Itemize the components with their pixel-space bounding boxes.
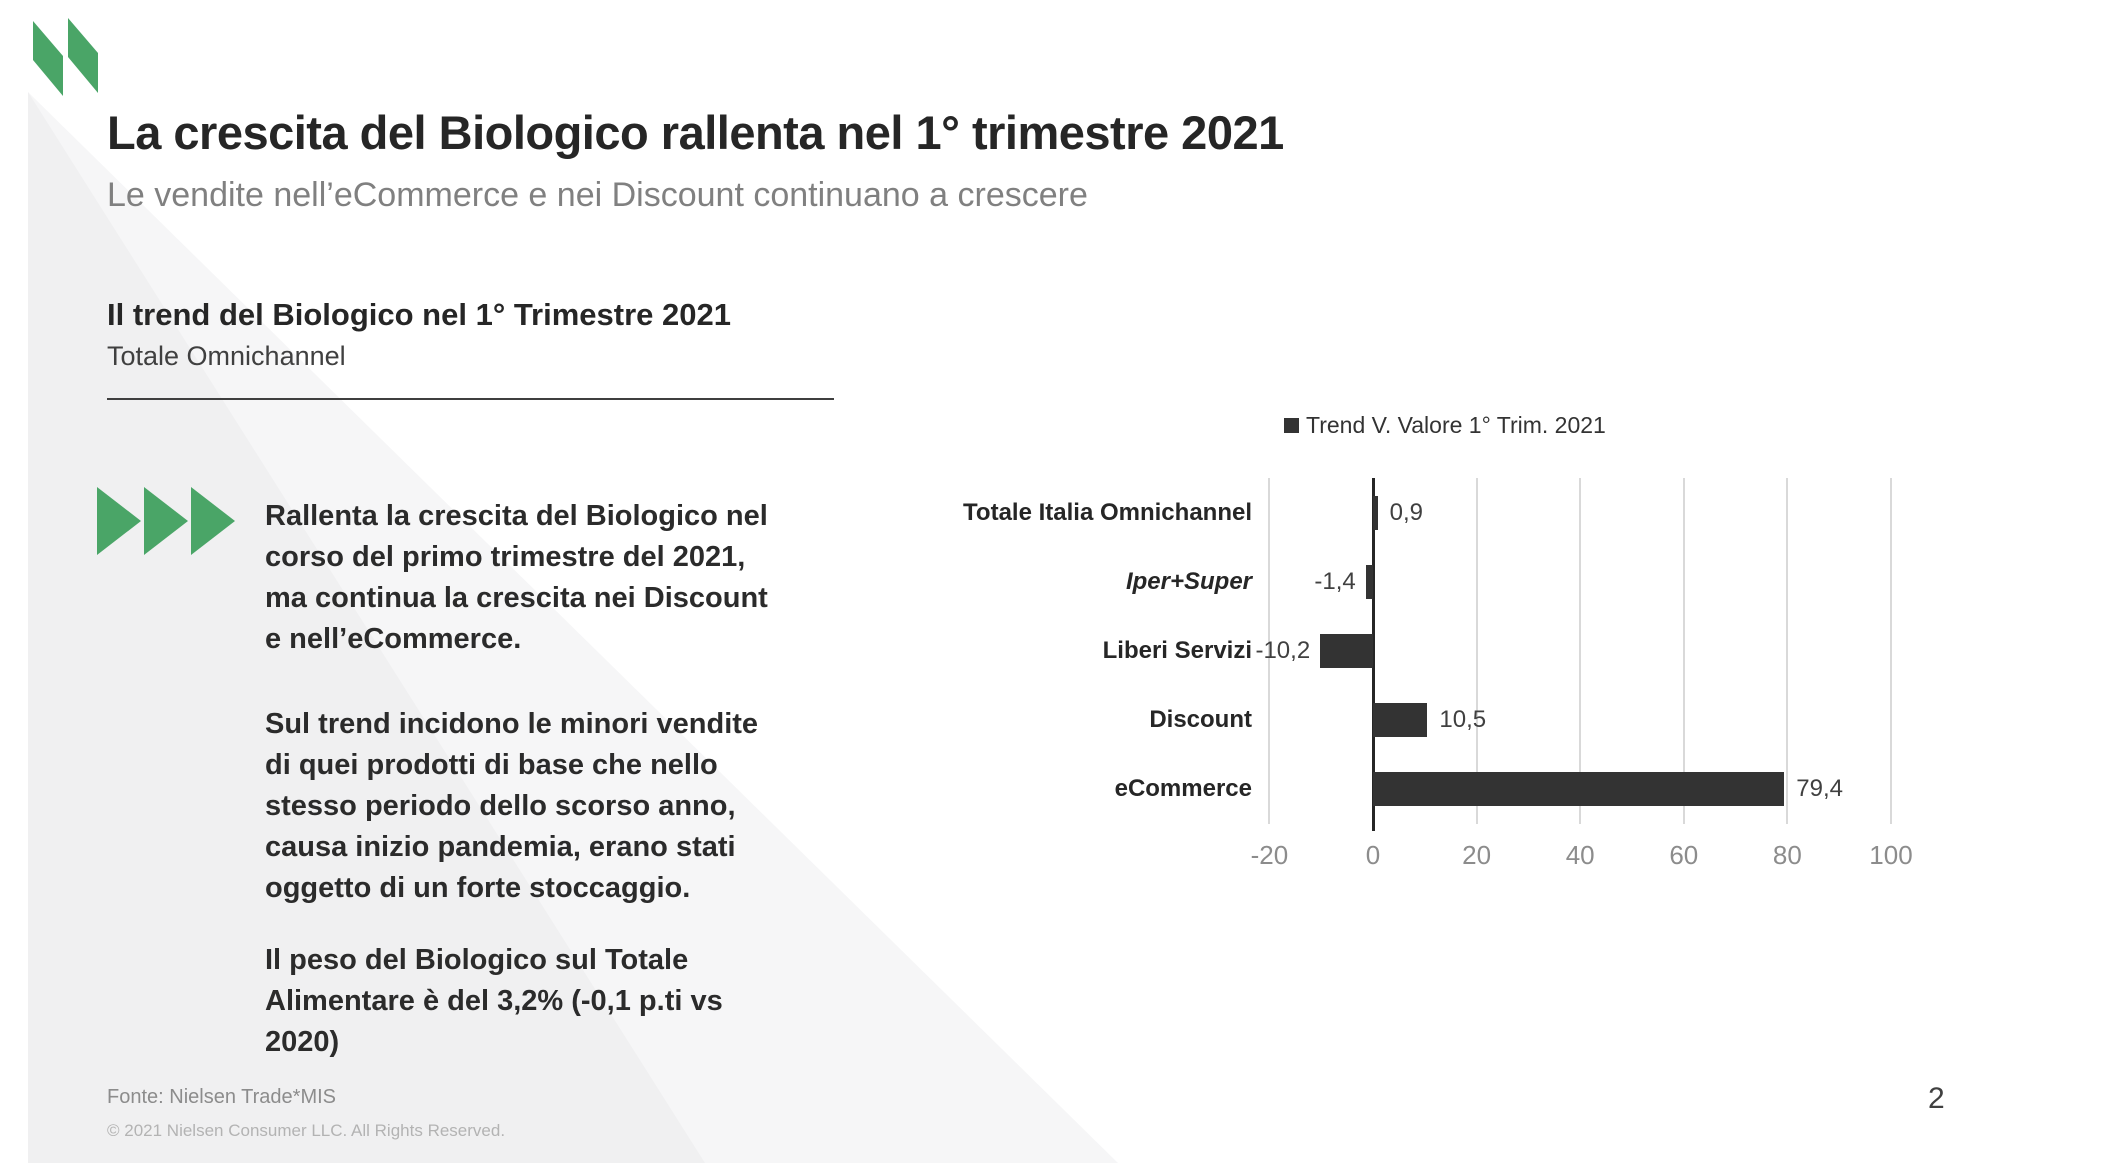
footer-source: Fonte: Nielsen Trade*MIS <box>107 1086 336 1108</box>
section-divider-line <box>107 398 834 400</box>
footer-copyright: © 2021 Nielsen Consumer LLC. All Rights … <box>107 1121 506 1140</box>
chart-gridline <box>1786 478 1789 824</box>
chart-gridline <box>1268 478 1271 824</box>
chart-bar-value-label: -1,4 <box>1314 567 1356 595</box>
legend-marker-icon <box>1284 418 1299 433</box>
chart-bar-value-label: 0,9 <box>1389 498 1424 526</box>
chart-gridline <box>1890 478 1892 824</box>
chevron-right-icons <box>97 487 242 555</box>
nielsen-logo-mark-icon <box>28 14 102 102</box>
legend-label: Trend V. Valore 1° Trim. 2021 <box>1306 412 1606 438</box>
chart-x-tick-label: 80 <box>1772 840 1802 870</box>
chevron-right-icon <box>97 487 141 555</box>
chart-bar <box>1373 772 1785 807</box>
chart-bar <box>1373 495 1378 530</box>
slide-title: La crescita del Biologico rallenta nel 1… <box>107 106 1284 159</box>
chart-x-tick-label: -20 <box>1250 840 1289 870</box>
chart-gridline <box>1682 478 1685 824</box>
chevron-right-icon <box>144 487 188 555</box>
chart-x-tick-label: 40 <box>1565 840 1595 870</box>
chart-x-tick-label: 100 <box>1869 840 1913 870</box>
bar-chart: Trend V. Valore 1° Trim. 2021 0,9 -1,4 -10… <box>900 400 2020 900</box>
chart-category-label: eCommerce <box>1114 775 1252 803</box>
chart-x-tick-label: 60 <box>1669 840 1699 870</box>
chart-bar <box>1320 634 1373 668</box>
chart-legend: Trend V. Valore 1° Trim. 2021 <box>1284 412 1606 439</box>
slide-subtitle: Le vendite nell’eCommerce e nei Discount… <box>107 176 1088 214</box>
chart-plot-area: 0,9 -1,4 -10,2 10,5 79,4 <box>1224 478 1940 831</box>
body-paragraph-2: Sul trend incidono le minori vendite di … <box>265 708 759 904</box>
body-paragraph-1: Rallenta la crescita del Biologico nel c… <box>265 500 768 655</box>
chart-category-label: Iper+Super <box>1125 567 1252 595</box>
chart-gridline <box>1579 478 1582 824</box>
page-number: 2 <box>1928 1082 1945 1115</box>
chart-category-label: Totale Italia Omnichannel <box>963 498 1252 526</box>
chart-bar-value-label: 10,5 <box>1439 706 1487 734</box>
chart-zero-axis <box>1372 478 1375 831</box>
chart-bar-value-label: -10,2 <box>1255 637 1311 664</box>
chart-bar <box>1373 703 1428 738</box>
chart-bar <box>1365 564 1373 599</box>
chart-bar-value-label: 79,4 <box>1796 775 1843 803</box>
chart-section-heading: Il trend del Biologico nel 1° Trimestre … <box>107 297 731 332</box>
chart-x-tick-label: 0 <box>1365 840 1381 870</box>
chart-category-label: Liberi Servizi <box>1102 637 1252 664</box>
chart-section-subheading: Totale Omnichannel <box>107 341 346 371</box>
chart-x-tick-label: 20 <box>1462 840 1492 870</box>
body-paragraph-3: Il peso del Biologico sul Totale Aliment… <box>265 944 723 1058</box>
chart-category-label: Discount <box>1149 706 1252 734</box>
chevron-right-icon <box>191 487 235 555</box>
chart-gridline <box>1475 478 1478 824</box>
